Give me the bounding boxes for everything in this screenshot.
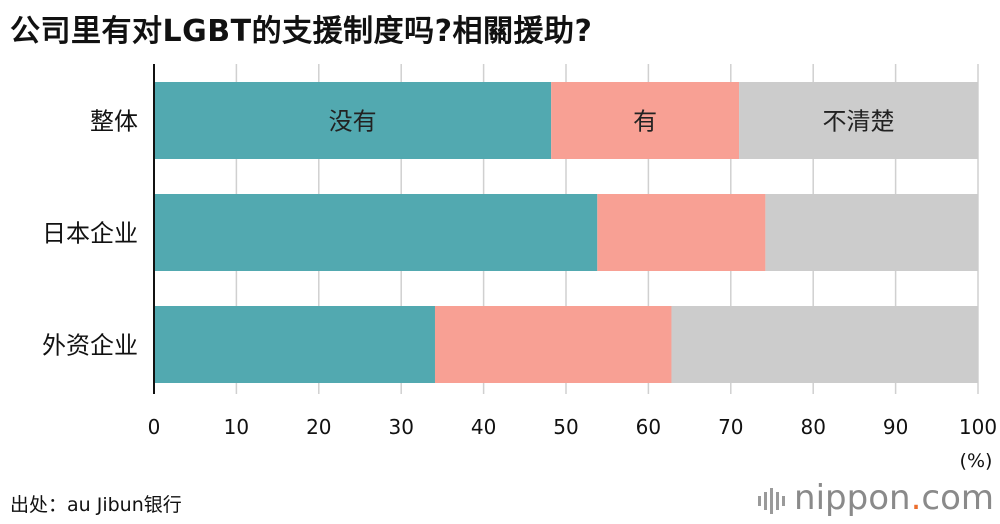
series-label-1: 有 [633, 108, 657, 136]
brand-dot: . [910, 478, 922, 518]
category-label-2: 外资企业 [42, 332, 138, 360]
bar-1-2 [765, 194, 978, 271]
brand-main: nippon [794, 478, 911, 518]
logo-bars-icon [758, 480, 788, 520]
x-tick-40: 40 [471, 415, 496, 439]
bar-1-1 [597, 194, 766, 271]
page-title: 公司里有对LGBT的支援制度吗?相關援助? [10, 14, 593, 49]
x-tick-70: 70 [718, 415, 743, 439]
bar-0-0 [154, 82, 552, 159]
x-tick-80: 80 [800, 415, 825, 439]
source-note: 出处：au Jibun银行 [10, 494, 182, 516]
x-tick-50: 50 [553, 415, 578, 439]
x-tick-30: 30 [388, 415, 413, 439]
bar-2-0 [154, 306, 435, 383]
x-tick-100: 100 [959, 415, 997, 439]
brand-tail: com [921, 478, 994, 518]
bar-0-2 [739, 82, 978, 159]
x-unit-label: (%) [960, 450, 993, 472]
nippon-logo: nippon.com [758, 478, 994, 520]
series-label-0: 没有 [329, 108, 377, 136]
series-label-2: 不清楚 [823, 108, 895, 136]
category-label-0: 整体 [90, 108, 138, 136]
x-tick-20: 20 [306, 415, 331, 439]
bar-1-0 [154, 194, 598, 271]
x-tick-90: 90 [883, 415, 908, 439]
bar-2-1 [434, 306, 672, 383]
bar-2-2 [671, 306, 978, 383]
x-tick-60: 60 [636, 415, 661, 439]
category-label-1: 日本企业 [42, 220, 138, 248]
x-tick-10: 10 [224, 415, 249, 439]
x-tick-0: 0 [148, 415, 161, 439]
bar-0-1 [551, 82, 740, 159]
